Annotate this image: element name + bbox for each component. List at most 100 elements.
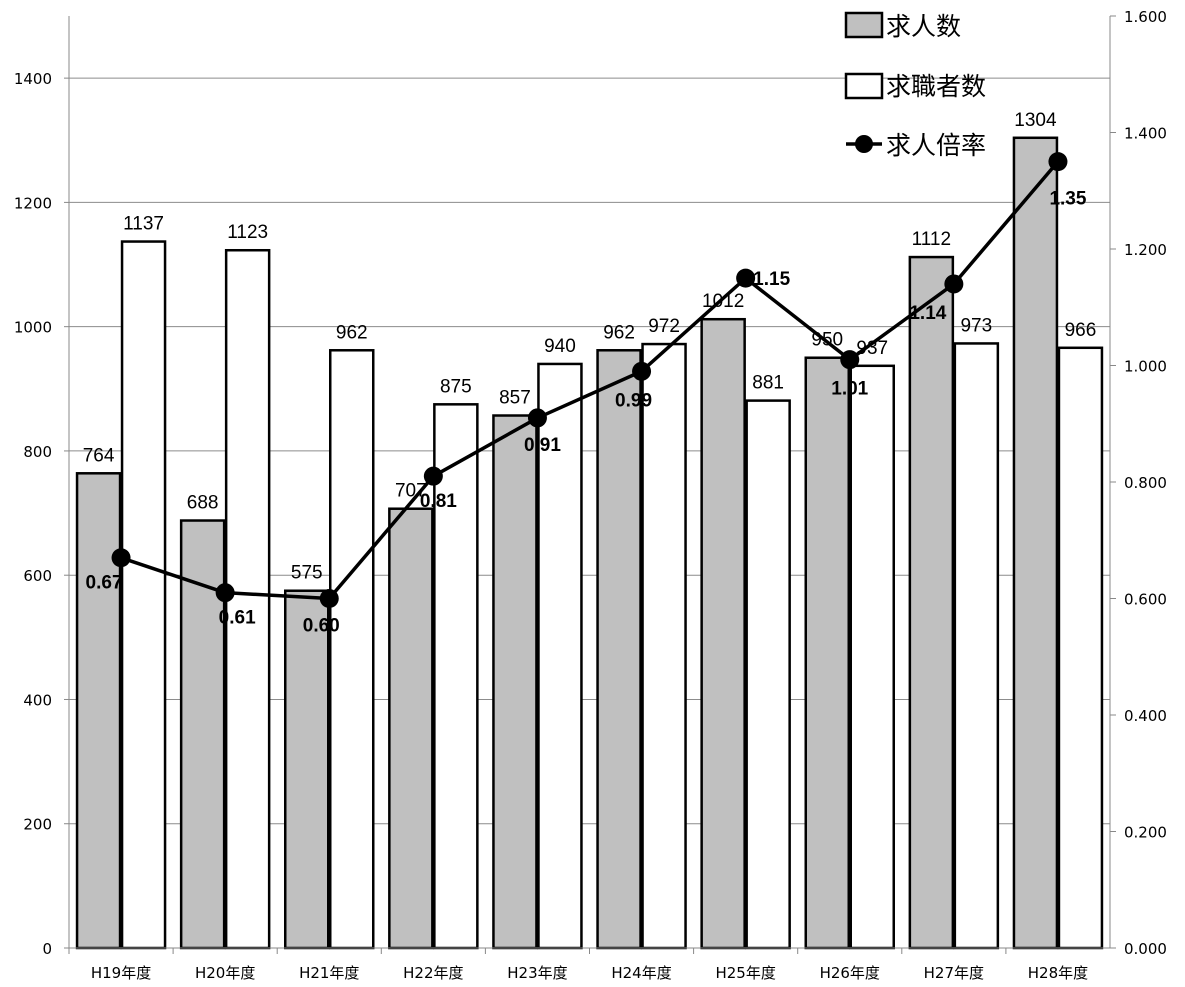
data-label-job-openings: 764 xyxy=(83,445,115,466)
bar-job-seekers xyxy=(224,248,271,950)
legend-swatch-job-seekers xyxy=(844,72,884,100)
legend-item-job-openings: 求人数 xyxy=(844,11,961,41)
data-label-job-ratio: 0.99 xyxy=(615,390,652,411)
ratio-point xyxy=(111,548,131,568)
data-label-job-seekers: 966 xyxy=(1065,320,1097,341)
ratio-point xyxy=(1048,152,1068,172)
data-label-job-ratio: 0.60 xyxy=(303,616,340,637)
data-label-job-ratio: 0.67 xyxy=(86,573,123,594)
legend-item-job-seekers: 求職者数 xyxy=(844,72,986,101)
ratio-point xyxy=(423,466,443,486)
ratio-point xyxy=(632,361,652,381)
data-label-job-ratio: 0.91 xyxy=(524,435,561,456)
category-label: H28年度 xyxy=(1028,964,1088,982)
category-label: H20年度 xyxy=(195,964,255,982)
data-label-job-seekers: 973 xyxy=(960,315,992,336)
left-tick-label: 1200 xyxy=(14,194,52,212)
data-label-job-ratio: 1.35 xyxy=(1049,189,1086,210)
legend-label-job-openings: 求人数 xyxy=(886,12,961,41)
bar-job-openings xyxy=(388,507,434,950)
data-label-job-openings: 688 xyxy=(187,493,219,514)
bar-job-seekers xyxy=(120,240,167,950)
category-label: H19年度 xyxy=(91,964,151,982)
bar-job-openings xyxy=(700,317,746,950)
left-tick-label: 200 xyxy=(23,816,52,834)
left-tick-label: 0 xyxy=(42,940,52,958)
bar-job-seekers xyxy=(433,403,479,950)
data-label-job-seekers: 972 xyxy=(648,316,680,337)
bar-job-seekers xyxy=(329,349,375,950)
bar-job-openings xyxy=(284,589,330,950)
left-tick-label: 1000 xyxy=(14,319,52,337)
bar-job-seekers xyxy=(849,364,895,950)
ratio-point xyxy=(527,408,547,428)
right-tick-label: 1.400 xyxy=(1124,125,1167,143)
bar-job-seekers xyxy=(641,342,687,950)
right-tick-label: 0.000 xyxy=(1124,940,1167,958)
axes: 0 200 400 600 800 1000 1200 1400 0.000 0.200 0.400… xyxy=(14,8,1167,982)
data-label-job-ratio: 1.14 xyxy=(909,303,946,324)
data-label-job-openings: 857 xyxy=(499,388,531,409)
ratio-point xyxy=(215,583,235,603)
legend-label-job-ratio: 求人倍率 xyxy=(886,131,986,160)
bar-job-openings xyxy=(1012,136,1059,950)
data-label-job-seekers: 1123 xyxy=(227,222,268,243)
category-label: H24年度 xyxy=(611,964,671,982)
legend: 求人数 求職者数 求人倍率 xyxy=(844,11,986,160)
data-labels: 764 1137 688 1123 575 962 707 875 857 940 962 972 10… xyxy=(83,110,1097,637)
legend-label-job-seekers: 求職者数 xyxy=(886,72,986,101)
category-label: H26年度 xyxy=(820,964,880,982)
data-label-job-ratio: 0.61 xyxy=(219,608,256,629)
bar-job-seekers xyxy=(1057,346,1104,950)
bars xyxy=(75,136,1104,950)
category-label: H22年度 xyxy=(403,964,463,982)
ratio-point xyxy=(736,268,756,288)
left-tick-label: 800 xyxy=(23,443,52,461)
bar-job-openings xyxy=(596,349,642,950)
legend-swatch-job-openings xyxy=(844,11,884,39)
right-tick-label: 0.800 xyxy=(1124,474,1167,492)
right-tick-label: 1.000 xyxy=(1124,358,1167,376)
category-label: H21年度 xyxy=(299,964,359,982)
data-label-job-openings: 1012 xyxy=(702,291,744,312)
right-tick-label: 0.200 xyxy=(1124,824,1167,842)
category-label: H25年度 xyxy=(715,964,775,982)
category-label: H23年度 xyxy=(507,964,567,982)
data-label-job-openings: 575 xyxy=(291,563,323,584)
ratio-point xyxy=(840,350,860,370)
data-label-job-openings: 1112 xyxy=(912,229,951,250)
left-tick-label: 1400 xyxy=(14,70,52,88)
legend-marker-job-ratio xyxy=(855,135,873,153)
data-label-job-openings: 962 xyxy=(603,322,635,343)
left-tick-label: 400 xyxy=(23,691,52,709)
bar-job-seekers xyxy=(953,342,1000,950)
ratio-line xyxy=(111,152,1068,608)
data-label-job-seekers: 937 xyxy=(856,338,888,359)
bar-job-openings xyxy=(908,255,955,950)
data-label-job-seekers: 940 xyxy=(544,336,576,357)
data-label-job-seekers: 962 xyxy=(336,322,368,343)
right-tick-label: 0.400 xyxy=(1124,707,1167,725)
data-label-job-ratio: 1.15 xyxy=(753,269,790,290)
bar-job-openings xyxy=(804,356,850,950)
ratio-point xyxy=(944,274,964,294)
data-label-job-openings: 950 xyxy=(811,330,843,351)
data-label-job-ratio: 1.01 xyxy=(831,379,868,400)
ratio-polyline xyxy=(120,160,1060,601)
ratio-point xyxy=(319,589,339,608)
data-label-job-seekers: 881 xyxy=(752,373,784,394)
bar-job-openings xyxy=(492,414,538,950)
right-tick-label: 0.600 xyxy=(1124,591,1167,609)
category-label: H27年度 xyxy=(924,964,984,982)
data-label-job-openings: 707 xyxy=(395,481,427,502)
left-tick-label: 600 xyxy=(23,567,52,585)
right-tick-label: 1.600 xyxy=(1124,8,1167,26)
data-label-job-seekers: 1137 xyxy=(123,214,164,235)
bar-job-openings xyxy=(75,472,122,950)
data-label-job-seekers: 875 xyxy=(440,376,472,397)
legend-item-job-ratio: 求人倍率 xyxy=(846,131,986,160)
data-label-job-openings: 1304 xyxy=(1014,110,1057,131)
bar-job-seekers xyxy=(537,362,583,950)
right-tick-label: 1.200 xyxy=(1124,241,1167,259)
